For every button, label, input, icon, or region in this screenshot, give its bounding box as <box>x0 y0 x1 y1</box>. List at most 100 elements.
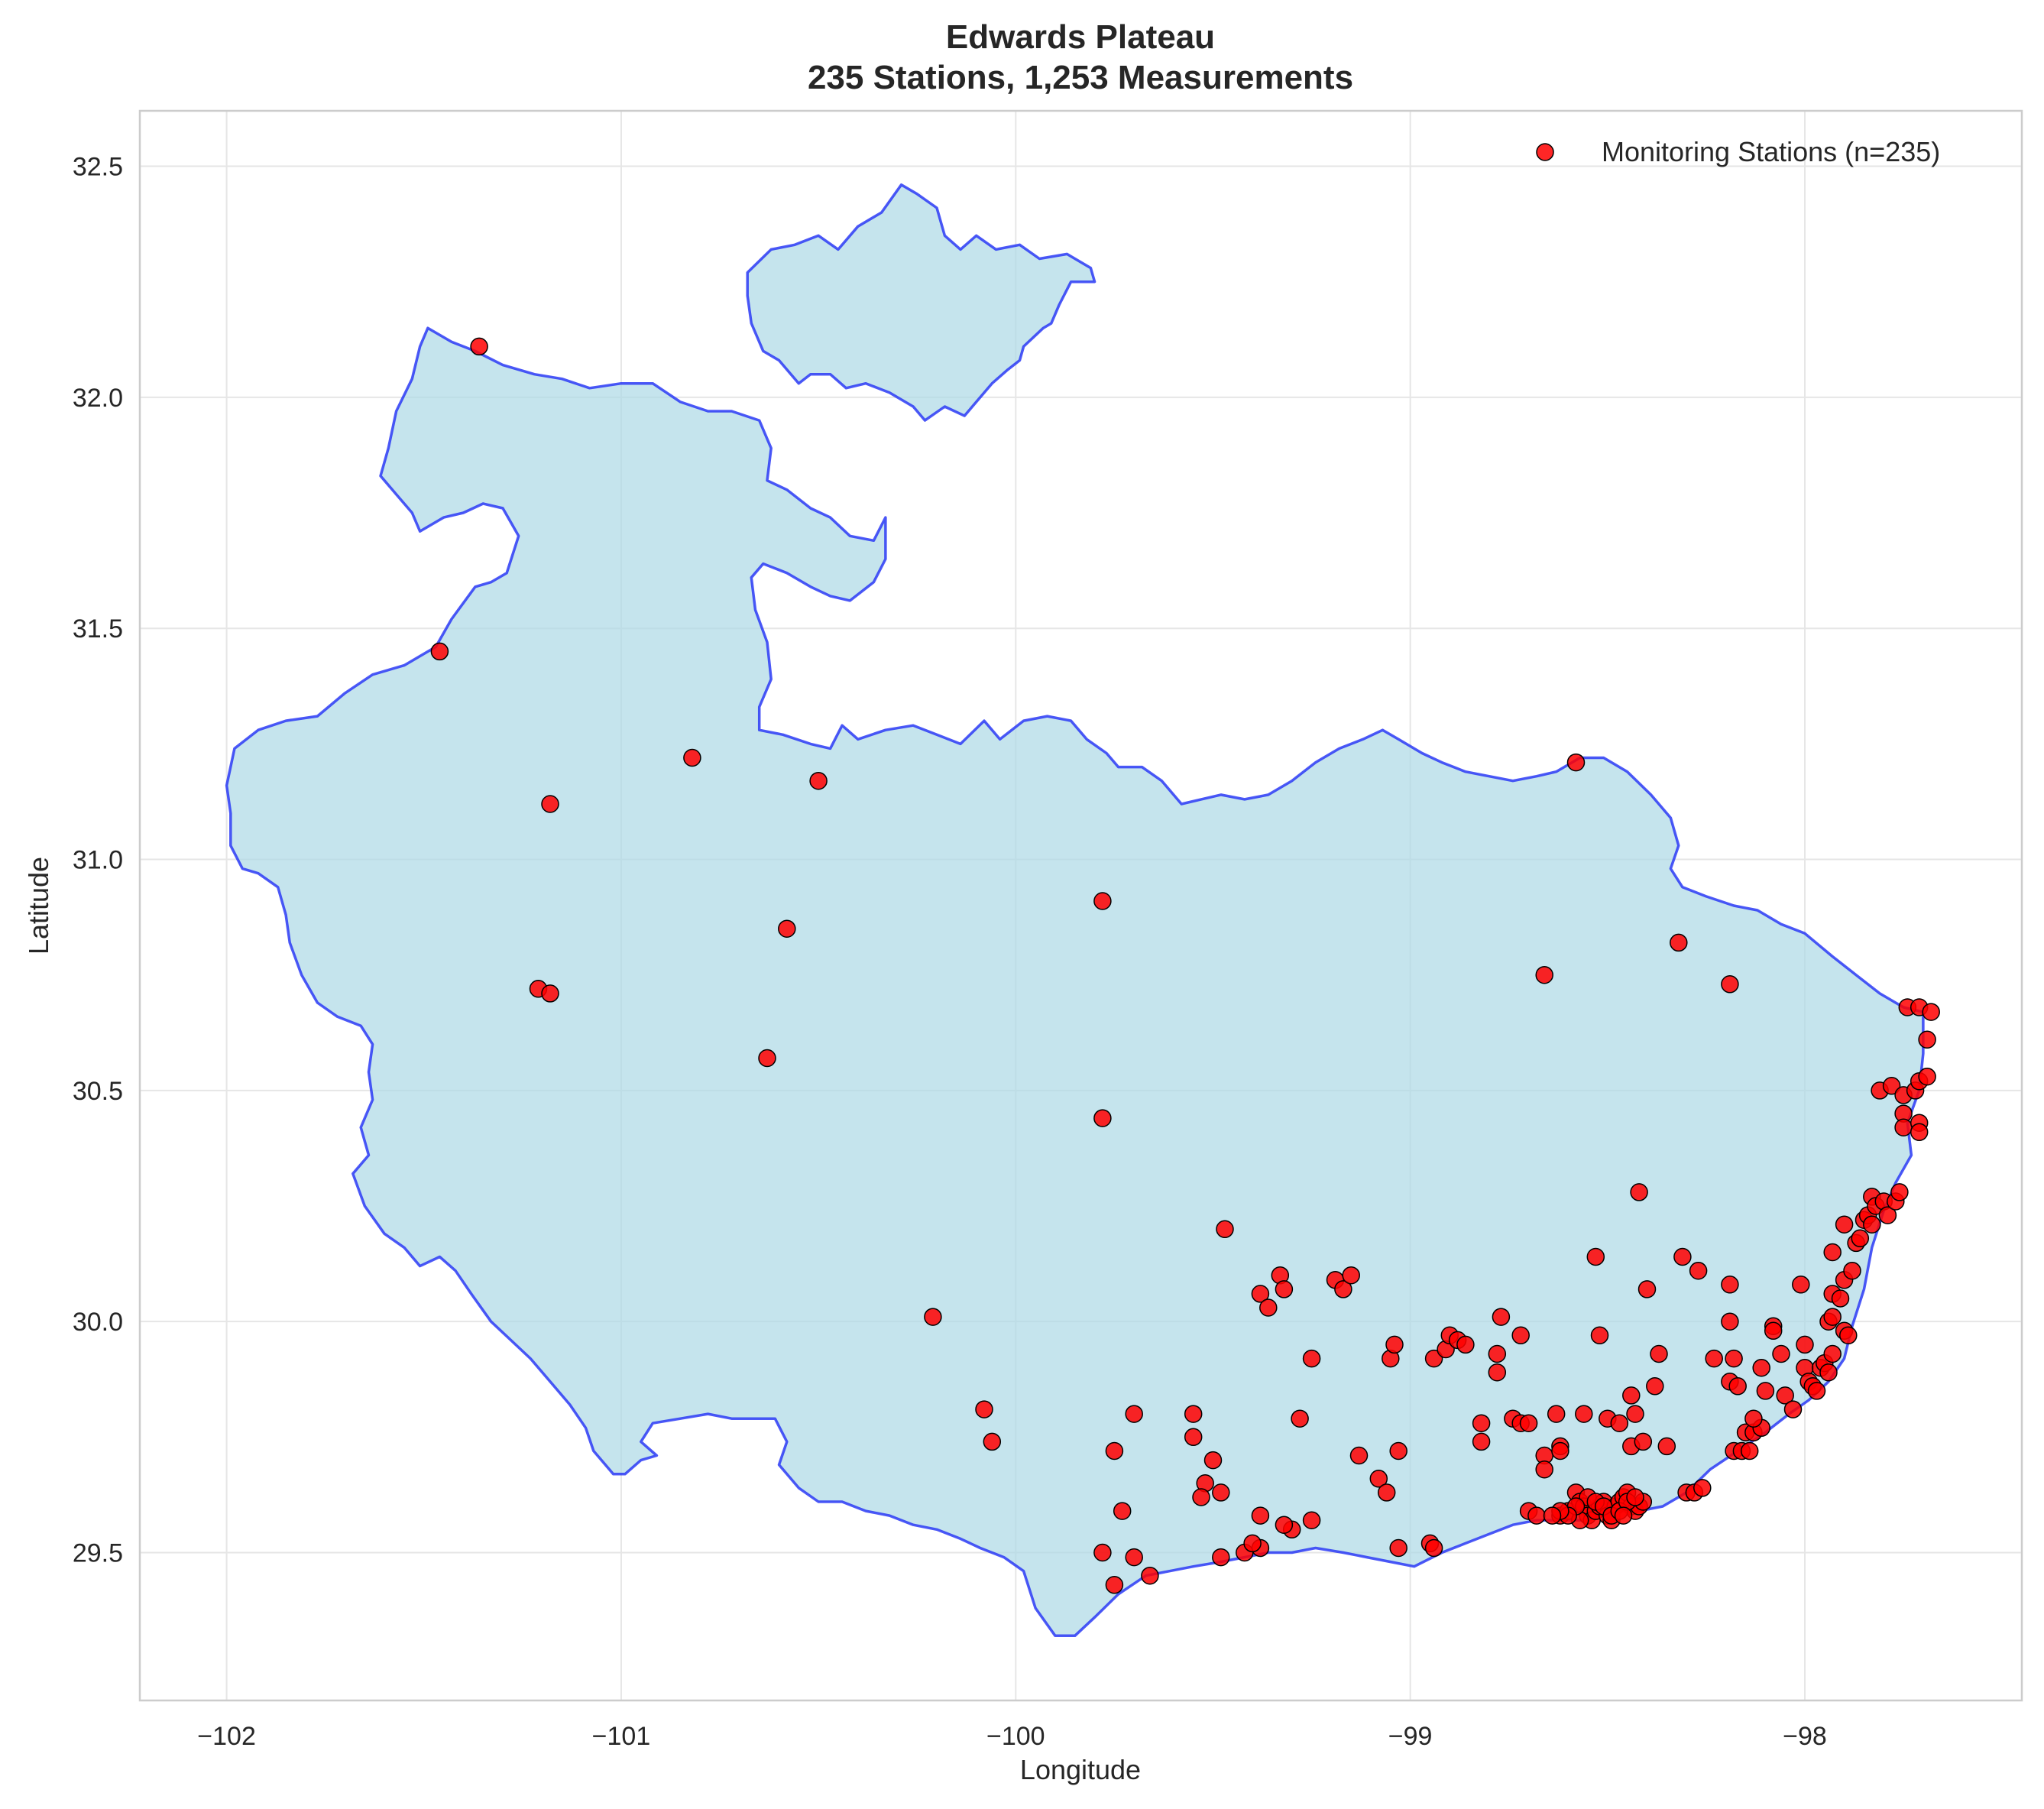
legend-marker <box>1536 143 1554 161</box>
station-point <box>1792 1276 1810 1294</box>
station-point <box>1424 1349 1443 1368</box>
station-point <box>683 748 701 767</box>
station-point <box>1744 1409 1763 1428</box>
x-axis-label: Longitude <box>1020 1754 1141 1785</box>
station-point <box>1721 1312 1739 1331</box>
station-point <box>1657 1437 1676 1456</box>
y-tick-label: 31.5 <box>73 614 123 644</box>
station-point <box>1783 1400 1803 1418</box>
station-point <box>1492 1308 1511 1326</box>
station-point <box>1839 1326 1858 1345</box>
station-point <box>1302 1511 1321 1529</box>
station-point <box>1535 1460 1553 1479</box>
station-point <box>1105 1441 1124 1460</box>
station-point <box>1212 1483 1230 1502</box>
legend-label: Monitoring Stations (n=235) <box>1602 136 1940 167</box>
station-point <box>1527 1506 1546 1525</box>
station-point <box>1424 1538 1443 1558</box>
station-point <box>1259 1298 1278 1317</box>
station-point <box>1670 933 1688 952</box>
station-point <box>1275 1280 1294 1298</box>
station-point <box>924 1308 942 1326</box>
station-point <box>1334 1280 1352 1298</box>
station-point <box>1192 1488 1210 1506</box>
station-point <box>1586 1247 1605 1266</box>
station-point <box>1275 1516 1294 1534</box>
station-point <box>1626 1405 1644 1423</box>
station-point <box>1764 1321 1783 1341</box>
station-point <box>1835 1215 1854 1234</box>
station-point <box>1823 1344 1842 1363</box>
station-point <box>1125 1405 1143 1423</box>
station-point <box>1610 1414 1629 1432</box>
station-point <box>809 771 828 790</box>
station-point <box>1456 1335 1475 1354</box>
x-tick-label: −98 <box>1783 1722 1827 1751</box>
station-point <box>1756 1382 1775 1400</box>
station-point <box>1693 1479 1712 1497</box>
station-point <box>1728 1377 1747 1396</box>
station-point <box>1243 1534 1262 1553</box>
legend: Monitoring Stations (n=235) <box>1536 136 1940 167</box>
station-point <box>778 919 796 938</box>
plot-frame <box>138 109 2023 1702</box>
x-tick-label: −99 <box>1388 1722 1433 1751</box>
y-tick-label: 32.0 <box>73 384 123 413</box>
station-point <box>975 1400 993 1418</box>
station-point <box>1519 1414 1538 1432</box>
station-point <box>1910 1123 1929 1142</box>
station-point <box>1093 1109 1112 1127</box>
station-point <box>1377 1483 1396 1502</box>
station-point <box>1291 1409 1309 1428</box>
station-point <box>1385 1335 1404 1354</box>
station-point <box>1342 1266 1360 1285</box>
station-point <box>1721 975 1739 994</box>
station-point <box>1689 1261 1708 1280</box>
station-points <box>430 337 1940 1594</box>
station-point <box>1752 1358 1770 1377</box>
station-point <box>1488 1363 1507 1382</box>
station-point <box>1721 1276 1739 1294</box>
station-point <box>1535 965 1553 984</box>
station-point <box>1772 1344 1790 1363</box>
station-point <box>541 795 559 813</box>
station-point <box>1725 1349 1743 1368</box>
y-tick-label: 32.5 <box>73 153 123 182</box>
chart-subtitle: 235 Stations, 1,253 Measurements <box>808 59 1353 96</box>
station-point <box>1622 1386 1641 1405</box>
station-point <box>1894 1118 1913 1136</box>
station-point <box>758 1049 776 1068</box>
station-point <box>1472 1414 1491 1432</box>
station-point <box>1212 1548 1230 1567</box>
station-point <box>1547 1405 1566 1423</box>
chart-title: Edwards Plateau <box>946 18 1215 56</box>
station-point <box>1105 1576 1124 1594</box>
station-point <box>1843 1261 1861 1280</box>
station-point <box>1646 1377 1664 1396</box>
x-tick-label: −100 <box>986 1722 1045 1751</box>
station-point <box>1614 1506 1633 1525</box>
y-tick-label: 30.5 <box>73 1077 123 1106</box>
y-axis-label: Latitude <box>23 857 54 955</box>
station-point <box>1389 1441 1407 1460</box>
station-point <box>1125 1548 1143 1567</box>
station-point <box>1863 1215 1881 1234</box>
station-point <box>1819 1363 1838 1382</box>
x-tick-label: −102 <box>197 1722 256 1751</box>
station-point <box>1472 1432 1491 1451</box>
station-point <box>1673 1247 1692 1266</box>
station-point <box>1203 1451 1223 1470</box>
station-point <box>1184 1428 1203 1447</box>
station-point <box>1216 1220 1234 1239</box>
station-point <box>1637 1280 1657 1298</box>
station-point <box>541 984 559 1003</box>
station-point <box>1488 1344 1507 1363</box>
y-tick-label: 29.5 <box>73 1539 123 1568</box>
station-point <box>1796 1335 1814 1354</box>
station-point <box>1918 1067 1936 1086</box>
x-tick-label: −101 <box>592 1722 651 1751</box>
station-point <box>1093 1543 1112 1562</box>
station-point <box>1918 1030 1936 1049</box>
station-point <box>1551 1441 1569 1460</box>
